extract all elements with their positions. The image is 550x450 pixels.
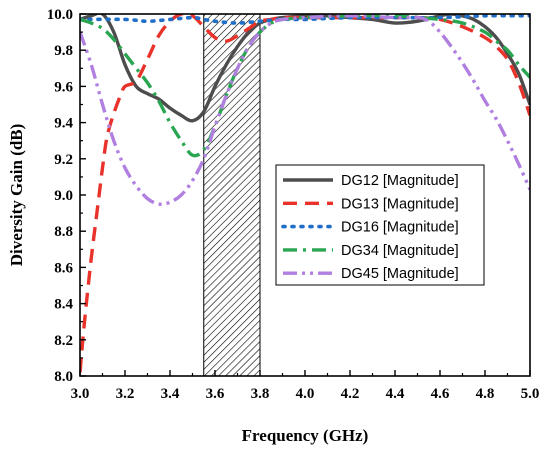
x-axis-ticks: 3.0 3.2 3.4 3.6 3.8 4.0 4.2 4.4 4.6 4.8 5.0 xyxy=(71,370,540,402)
legend-label-dg34-magnitude: DG34 [Magnitude] xyxy=(341,243,459,259)
x-tick-label: 5.0 xyxy=(521,386,540,402)
y-tick-label: 8.6 xyxy=(54,260,73,276)
x-tick-label: 4.8 xyxy=(476,386,495,402)
y-tick-label: 9.0 xyxy=(54,188,73,204)
x-axis-title: Frequency (GHz) xyxy=(242,426,369,445)
y-axis-ticks: 8.0 8.2 8.4 8.6 8.8 9.0 9.2 9.4 9.6 9.8 10.0 xyxy=(47,7,86,385)
y-tick-label: 8.4 xyxy=(54,297,73,313)
y-tick-label: 8.0 xyxy=(54,369,73,385)
x-tick-label: 3.4 xyxy=(161,386,180,402)
series-line-dg16-magnitude xyxy=(80,14,530,25)
legend-label-dg16-magnitude: DG16 [Magnitude] xyxy=(341,220,459,236)
x-tick-label: 3.8 xyxy=(251,386,270,402)
x-tick-label: 4.4 xyxy=(386,386,405,402)
series-line-dg45-magnitude xyxy=(80,14,530,206)
x-tick-label: 3.0 xyxy=(71,386,90,402)
y-tick-label: 9.6 xyxy=(54,79,73,95)
y-axis-title: Diversity Gain (dB) xyxy=(7,124,26,267)
y-tick-label: 10.0 xyxy=(47,7,73,23)
legend-label-dg13-magnitude: DG13 [Magnitude] xyxy=(341,196,459,212)
y-tick-label: 9.2 xyxy=(54,152,73,168)
x-tick-label: 4.0 xyxy=(296,386,315,402)
x-tick-label: 3.2 xyxy=(116,386,135,402)
series-layer xyxy=(80,14,530,373)
y-tick-label: 9.8 xyxy=(54,43,73,59)
hatched-frequency-band xyxy=(203,13,261,377)
x-tick-label: 4.6 xyxy=(431,386,450,402)
legend-label-dg12-magnitude: DG12 [Magnitude] xyxy=(341,173,459,189)
y-tick-label: 8.8 xyxy=(54,224,73,240)
y-tick-label: 8.2 xyxy=(54,333,73,349)
x-tick-label: 3.6 xyxy=(206,386,225,402)
legend: DG12 [Magnitude] DG13 [Magnitude] DG16 [Ma… xyxy=(275,164,485,286)
y-tick-label: 9.4 xyxy=(54,116,73,132)
x-tick-label: 4.2 xyxy=(341,386,360,402)
legend-label-dg45-magnitude: DG45 [Magnitude] xyxy=(341,266,459,282)
